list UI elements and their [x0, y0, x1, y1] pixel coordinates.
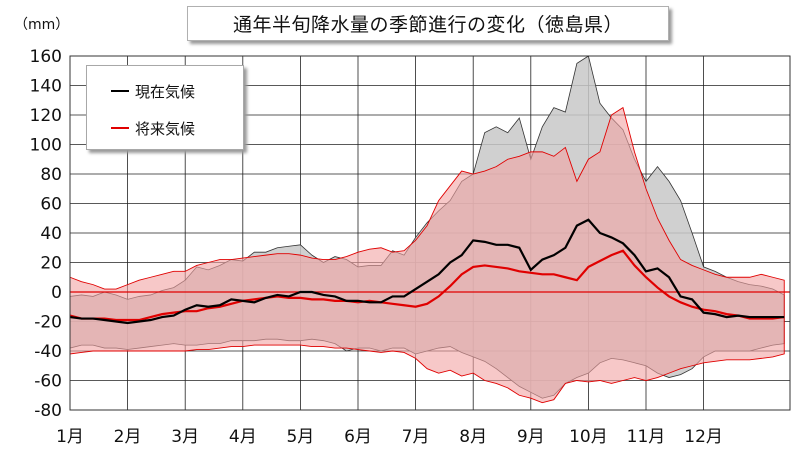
y-tick-label: -20 [34, 313, 62, 333]
y-tick-label: 20 [40, 254, 62, 274]
x-tick-label: 2月 [114, 427, 142, 447]
x-tick-label: 6月 [344, 427, 372, 447]
x-tick-label: 8月 [459, 427, 487, 447]
x-tick-label: 9月 [517, 427, 545, 447]
plot-frame [69, 55, 791, 411]
legend-swatch-future [111, 127, 129, 129]
legend-item-current: 現在気候 [111, 79, 195, 103]
legend-swatch-current [111, 90, 129, 92]
y-axis-ticks: 160 140 120 100 80 60 40 20 0 -20 -40 -60 -80 [30, 47, 62, 421]
legend-label-future: 将来気候 [135, 119, 196, 138]
y-tick-label: -60 [34, 372, 62, 392]
legend-label-current: 現在気候 [135, 82, 196, 101]
x-tick-label: 7月 [402, 427, 430, 447]
x-tick-label: 10月 [569, 427, 608, 447]
band-future [69, 106, 785, 404]
x-axis-ticks: 1月 2月 3月 4月 5月 6月 7月 8月 9月 10月 11月 12月 [56, 427, 723, 447]
x-tick-label: 1月 [56, 427, 84, 447]
y-tick-label: -40 [34, 342, 62, 362]
y-tick-label: 80 [40, 165, 62, 185]
x-tick-label: 5月 [286, 427, 314, 447]
y-tick-label: -80 [34, 401, 62, 421]
legend-item-future: 将来気候 [111, 116, 195, 140]
series-lines [69, 218, 785, 325]
y-tick-label: 40 [40, 224, 62, 244]
x-tick-label: 3月 [171, 427, 199, 447]
series-line-future [69, 249, 785, 322]
legend: 現在気候 将来気候 [86, 65, 244, 150]
range-bands [69, 55, 785, 404]
x-tick-label: 12月 [684, 427, 723, 447]
x-tick-label: 4月 [229, 427, 257, 447]
y-tick-label: 120 [30, 106, 62, 126]
y-tick-label: 160 [30, 47, 62, 67]
chart-title: 通年半旬降水量の季節進行の変化（徳島県） [187, 6, 669, 41]
y-tick-label: 60 [40, 195, 62, 215]
y-unit-label: （mm） [14, 17, 70, 33]
y-tick-label: 0 [51, 283, 62, 303]
y-tick-label: 100 [30, 136, 62, 156]
x-tick-label: 11月 [627, 427, 666, 447]
series-line-current [69, 218, 785, 325]
y-tick-label: 140 [30, 77, 62, 97]
